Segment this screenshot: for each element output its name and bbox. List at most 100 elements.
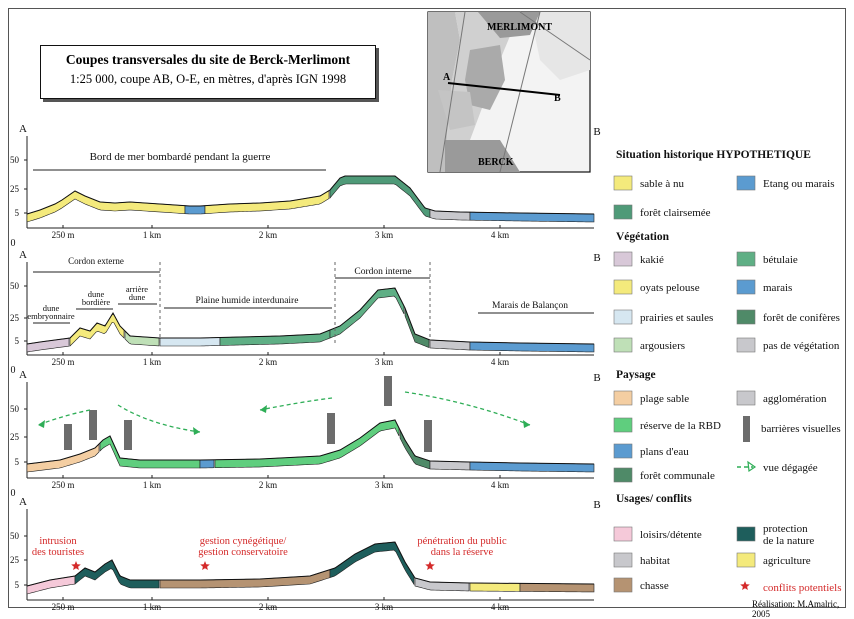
legend-swatch bbox=[613, 279, 633, 295]
visual-barrier bbox=[424, 420, 432, 452]
y-tick-label: 5 bbox=[15, 336, 20, 346]
view-arrow bbox=[117, 404, 201, 433]
legend-label: agriculture bbox=[763, 555, 811, 567]
y-tick-label: 50 bbox=[10, 281, 20, 291]
x-tick-label: 3 km bbox=[375, 230, 393, 240]
x-tick-label: 1 km bbox=[143, 602, 161, 612]
profile-band bbox=[124, 330, 160, 347]
y-tick-label: 5 bbox=[15, 457, 20, 467]
visual-barrier bbox=[327, 413, 335, 444]
legend-label: marais bbox=[763, 282, 792, 294]
legend-swatch bbox=[736, 552, 756, 568]
legend-swatch bbox=[613, 337, 633, 353]
visual-barrier bbox=[124, 420, 132, 450]
legend-label: loisirs/détente bbox=[640, 529, 702, 541]
view-arrow bbox=[259, 397, 333, 411]
profile-surface bbox=[26, 541, 595, 587]
x-tick-label: 1 km bbox=[143, 357, 161, 367]
profile-usages: A B 50 25 5 250 m 1 km 2 km 3 km 4 km intrusiondes… bbox=[10, 496, 601, 612]
legend-label: plage sable bbox=[640, 393, 689, 405]
legend-label: forêt de conifères bbox=[763, 312, 840, 324]
legend-swatch bbox=[613, 417, 633, 433]
view-arrow bbox=[37, 409, 91, 426]
annotation-label: Cordon externe bbox=[68, 256, 124, 266]
y-tick-label: 25 bbox=[10, 432, 20, 442]
profile-band bbox=[74, 560, 160, 589]
annotation-label: Marais de Balançon bbox=[492, 301, 568, 311]
conflict-star bbox=[71, 561, 81, 570]
profile-band bbox=[329, 287, 405, 339]
annotation-label: arrière bbox=[126, 284, 148, 294]
visual-barrier bbox=[384, 376, 392, 406]
credit: Réalisation: M.Amalric, 2005 bbox=[752, 599, 840, 619]
x-tick-label: 2 km bbox=[259, 357, 277, 367]
x-tick-label: 250 m bbox=[52, 230, 75, 240]
annotation-label: Cordon interne bbox=[354, 267, 411, 277]
annotation-label: embryonnaire bbox=[27, 311, 74, 321]
map-label-merlimont: MERLIMONT bbox=[487, 22, 552, 33]
legend-label: forêt communale bbox=[640, 470, 715, 482]
legend-section-title: Situation historique HYPOTHETIQUE bbox=[616, 149, 811, 161]
zero-label: 0 bbox=[11, 365, 16, 376]
profile-band bbox=[26, 443, 100, 473]
arrow-head bbox=[193, 427, 200, 435]
legend-swatch bbox=[613, 204, 633, 220]
legend-label: agglomération bbox=[763, 393, 827, 405]
y-tick-label: 50 bbox=[10, 155, 20, 165]
zero-label: 0 bbox=[11, 488, 16, 499]
x-tick-label: 250 m bbox=[52, 602, 75, 612]
legend-swatch bbox=[736, 279, 756, 295]
end-label-b: B bbox=[593, 499, 600, 511]
profile-band bbox=[329, 175, 431, 218]
legend-label: barrières visuelles bbox=[761, 423, 841, 435]
annotation-label: dune bbox=[129, 292, 146, 302]
y-tick-label: 5 bbox=[15, 580, 20, 590]
x-tick-label: 250 m bbox=[52, 357, 75, 367]
x-tick-label: 2 km bbox=[259, 480, 277, 490]
profile-band bbox=[26, 337, 70, 353]
profile-vegetation: A B 50 25 5 250 m 1 km 2 km 3 km 4 km 0 Cordon exte… bbox=[10, 249, 601, 376]
x-tick-label: 250 m bbox=[52, 480, 75, 490]
annotation-label: pénétration du public bbox=[417, 536, 507, 547]
annotation-label: dune bbox=[43, 303, 60, 313]
legend-label: bétulaie bbox=[763, 254, 798, 266]
profile-band bbox=[519, 583, 595, 593]
legend-swatch bbox=[613, 175, 633, 191]
profile-surface bbox=[26, 287, 595, 345]
x-tick-label: 4 km bbox=[491, 230, 509, 240]
profile-band bbox=[99, 435, 201, 469]
annotation-label: Bord de mer bombardé pendant la guerre bbox=[90, 151, 271, 163]
arrow-head bbox=[260, 405, 267, 413]
profile-surface bbox=[26, 419, 595, 465]
annotation-label: bordière bbox=[82, 297, 111, 307]
x-tick-label: 4 km bbox=[491, 602, 509, 612]
arrow-head bbox=[38, 420, 45, 428]
profile-band bbox=[219, 329, 331, 346]
legend-swatch bbox=[736, 309, 756, 325]
legend-label: conflits potentiels bbox=[763, 582, 842, 594]
conflict-star bbox=[425, 561, 435, 570]
annotation-label: dans la réserve bbox=[431, 547, 494, 558]
legend-swatch bbox=[736, 251, 756, 267]
zero-label: 0 bbox=[11, 238, 16, 249]
annotation-label: gestion cynégétique/ bbox=[200, 536, 287, 547]
legend-swatch bbox=[736, 526, 756, 542]
profile-paysage: A B 50 25 5 250 m 1 km 2 km 3 km 4 km 0 bbox=[10, 369, 601, 499]
x-tick-label: 3 km bbox=[375, 480, 393, 490]
location-map bbox=[427, 11, 591, 173]
legend-label: prairies et saules bbox=[640, 312, 713, 324]
profile-band bbox=[404, 307, 430, 349]
x-tick-label: 2 km bbox=[259, 230, 277, 240]
legend-label: argousiers bbox=[640, 340, 685, 352]
end-label-b: B bbox=[593, 126, 600, 138]
legend-label: de la nature bbox=[763, 535, 814, 547]
legend-label: habitat bbox=[640, 555, 670, 567]
profile-band bbox=[26, 190, 186, 223]
conflict-star bbox=[740, 581, 750, 590]
visual-barrier bbox=[64, 424, 72, 450]
map-label-berck: BERCK bbox=[478, 157, 514, 168]
legend-label: protection bbox=[763, 523, 808, 535]
legend-label: Etang ou marais bbox=[763, 178, 834, 190]
y-tick-label: 5 bbox=[15, 208, 20, 218]
